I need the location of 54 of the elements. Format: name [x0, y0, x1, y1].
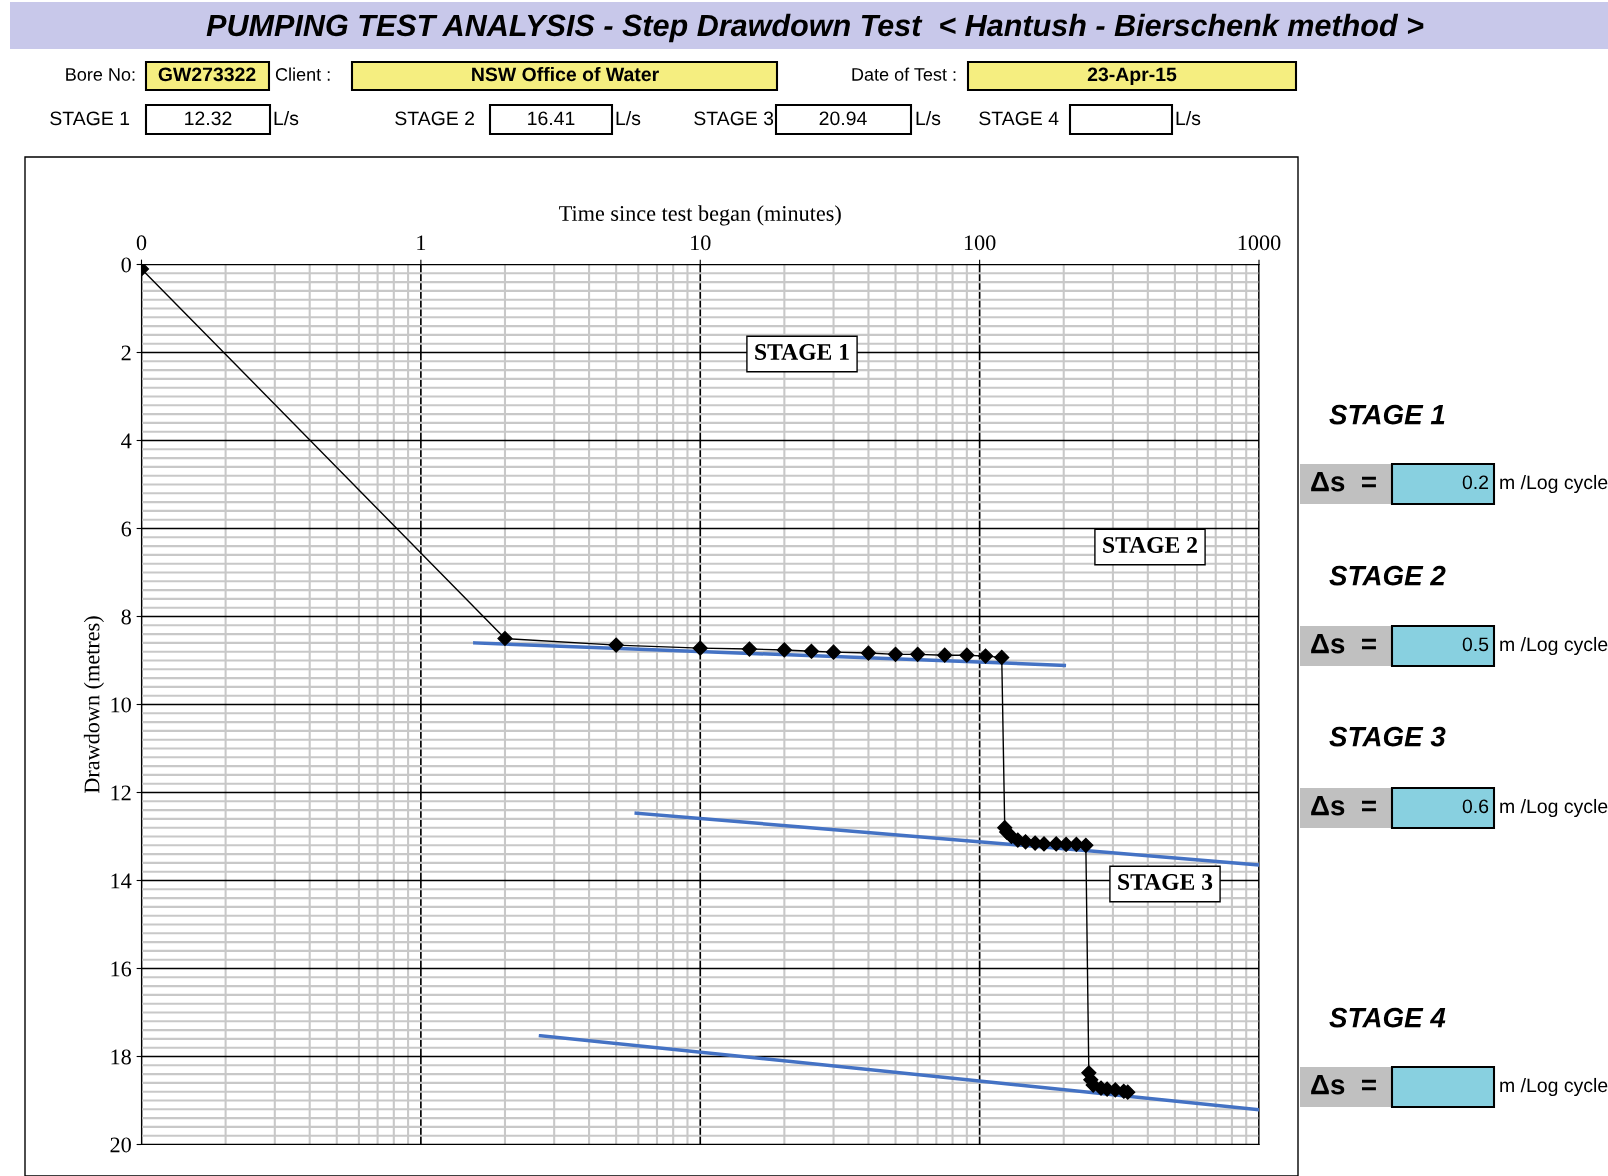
- y-axis-title: Drawdown (metres): [83, 616, 104, 794]
- y-tick-label: 12: [111, 785, 131, 801]
- y-tick-label: 16: [111, 961, 132, 977]
- text: m /Log cycle: [1500, 1077, 1608, 1097]
- text: STAGE 3: [694, 111, 774, 126]
- text: L/s: [916, 110, 941, 126]
- text: STAGE 3: [1329, 726, 1446, 747]
- y-tick-label: 8: [121, 609, 131, 625]
- text: Δs =: [1311, 1075, 1376, 1095]
- text: 12.32: [185, 111, 232, 126]
- y-tick-label: 2: [121, 345, 131, 361]
- text: STAGE 4: [1329, 1007, 1446, 1028]
- x-tick-label: 10: [691, 235, 711, 251]
- text: L/s: [1176, 110, 1201, 126]
- x-tick-label: 1: [417, 235, 426, 251]
- annotation: STAGE 3: [1118, 874, 1213, 890]
- x-axis-title: Time since test began (minutes): [559, 205, 841, 226]
- text: 23-Apr-15: [1087, 67, 1177, 86]
- annotation: STAGE 2: [1103, 537, 1197, 553]
- text: Bore No:: [66, 68, 135, 81]
- text: 0.6: [1462, 799, 1489, 814]
- y-tick-label: 10: [111, 697, 131, 713]
- annotation: STAGE 1: [755, 344, 849, 360]
- text: Δs =: [1311, 472, 1376, 492]
- text: STAGE 2: [1329, 565, 1446, 586]
- text: 0.2: [1462, 475, 1489, 490]
- text: NSW Office of Water: [472, 66, 659, 82]
- text: Date of Test :: [852, 67, 956, 81]
- text: 20.94: [819, 111, 867, 126]
- y-tick-label: 4: [121, 433, 132, 449]
- text: m /Log cycle: [1500, 798, 1608, 818]
- y-tick-label: 18: [111, 1049, 131, 1065]
- chart-title: PUMPING TEST ANALYSIS - Step Drawdown Test < Hantush - Bierschenk method >: [206, 13, 1424, 43]
- y-tick-label: 20: [110, 1137, 131, 1153]
- text: m /Log cycle: [1500, 474, 1608, 494]
- text: STAGE 4: [979, 111, 1059, 126]
- text: Δs =: [1311, 634, 1376, 654]
- text: STAGE 1: [50, 111, 130, 126]
- y-tick-label: 0: [121, 257, 131, 273]
- text: 0.5: [1462, 637, 1489, 652]
- text: Δs =: [1311, 796, 1376, 816]
- x-tick-label: 1000: [1238, 235, 1281, 251]
- text: STAGE 2: [395, 111, 475, 126]
- x-tick-label: 100: [964, 235, 996, 251]
- text: STAGE 1: [1329, 404, 1445, 425]
- text: Client :: [275, 67, 330, 81]
- y-tick-label: 14: [111, 873, 132, 889]
- text: L/s: [616, 110, 641, 126]
- text: 16.41: [528, 111, 575, 126]
- text: GW273322: [158, 67, 256, 82]
- y-tick-label: 6: [121, 521, 132, 537]
- text: m /Log cycle: [1500, 636, 1608, 656]
- x-tick-label: 0: [136, 235, 147, 251]
- text: L/s: [274, 110, 299, 126]
